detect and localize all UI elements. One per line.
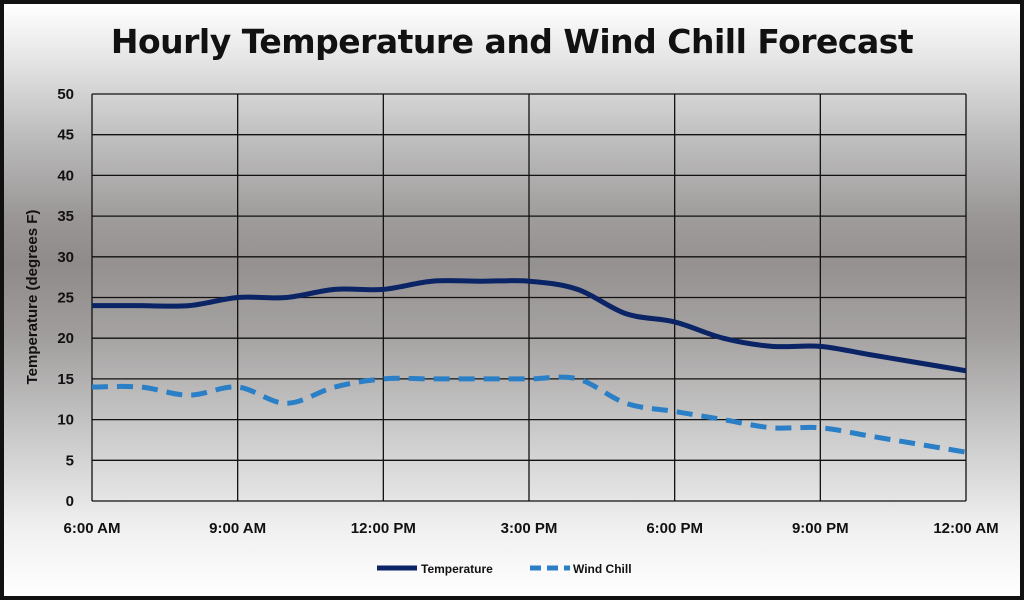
legend-label: Wind Chill bbox=[573, 562, 632, 576]
y-tick-label: 45 bbox=[57, 127, 74, 144]
x-tick-label: 12:00 PM bbox=[351, 520, 416, 537]
series-lines bbox=[91, 278, 967, 455]
legend-label: Temperature bbox=[421, 562, 493, 576]
y-axis-ticks: 0 5 10 15 20 25 30 35 40 45 50 bbox=[57, 86, 74, 510]
y-tick-label: 20 bbox=[57, 330, 74, 347]
x-tick-label: 6:00 AM bbox=[64, 520, 121, 537]
y-tick-label: 0 bbox=[66, 493, 74, 510]
y-tick-label: 10 bbox=[57, 412, 74, 429]
y-tick-label: 35 bbox=[57, 208, 74, 225]
legend: Temperature Wind Chill bbox=[377, 562, 632, 576]
y-tick-label: 25 bbox=[57, 290, 74, 307]
y-tick-label: 5 bbox=[66, 452, 74, 469]
x-tick-label: 12:00 AM bbox=[933, 520, 998, 537]
y-tick-label: 50 bbox=[57, 86, 74, 103]
x-tick-label: 3:00 PM bbox=[501, 520, 558, 537]
y-axis-title: Temperature (degrees F) bbox=[24, 210, 41, 385]
y-tick-label: 40 bbox=[57, 167, 74, 184]
x-tick-label: 9:00 PM bbox=[792, 520, 849, 537]
x-tick-label: 6:00 PM bbox=[646, 520, 703, 537]
chart-title: Hourly Temperature and Wind Chill Foreca… bbox=[110, 22, 914, 61]
y-tick-label: 30 bbox=[57, 249, 74, 266]
series-line-temperature bbox=[92, 278, 967, 374]
x-tick-label: 9:00 AM bbox=[209, 520, 266, 537]
y-tick-label: 15 bbox=[57, 371, 74, 388]
x-axis-ticks: 6:00 AM 9:00 AM 12:00 PM 3:00 PM 6:00 PM 9:00… bbox=[64, 520, 999, 537]
